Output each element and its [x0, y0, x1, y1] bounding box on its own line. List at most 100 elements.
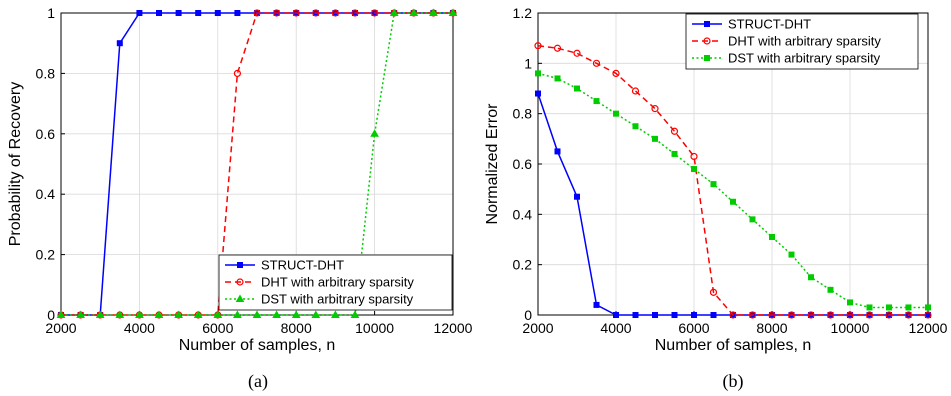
- panel-caption: (a): [248, 371, 268, 392]
- legend-marker: [237, 262, 243, 268]
- legend: STRUCT-DHT DHT with arbitrary sparsity DST…: [218, 254, 453, 311]
- data-point: [729, 311, 737, 319]
- data-point: [904, 311, 913, 319]
- x-tick-label: 10000: [355, 320, 394, 336]
- data-point: [554, 148, 561, 155]
- data-point: [925, 304, 931, 311]
- series-2: [535, 70, 931, 311]
- y-tick-label: 0.6: [513, 156, 533, 172]
- series-line: [537, 44, 928, 316]
- y-tick-label: 0: [524, 307, 532, 323]
- data-point: [252, 310, 262, 318]
- data-point: [233, 310, 242, 318]
- legend-label: DHT with arbitrary sparsity: [728, 34, 881, 49]
- data-point: [195, 10, 202, 16]
- y-tick-label: 1.2: [513, 5, 533, 21]
- data-point: [709, 288, 718, 296]
- data-point: [253, 9, 261, 17]
- data-point: [592, 59, 601, 67]
- data-point: [652, 135, 658, 142]
- data-point: [651, 105, 659, 113]
- data-point: [154, 310, 164, 318]
- data-point: [116, 40, 123, 47]
- legend-label: STRUCT-DHT: [728, 17, 811, 32]
- legend-label: DST with arbitrary sparsity: [261, 292, 414, 307]
- data-point: [554, 75, 561, 82]
- legend: STRUCT-DHT DHT with arbitrary sparsity DST…: [685, 13, 919, 70]
- data-point: [613, 110, 619, 117]
- data-point: [213, 310, 223, 318]
- data-point: [691, 312, 697, 318]
- data-point: [76, 310, 85, 318]
- data-point: [535, 90, 541, 97]
- data-point: [671, 150, 678, 157]
- data-point: [535, 70, 541, 77]
- data-point: [807, 311, 815, 319]
- y-tick-label: 0.6: [36, 126, 56, 142]
- data-point: [573, 49, 581, 57]
- data-point: [787, 311, 796, 319]
- y-tick-label: 1: [47, 5, 55, 21]
- legend-label: STRUCT-DHT: [261, 258, 344, 273]
- data-point: [272, 310, 281, 318]
- data-point: [389, 8, 399, 16]
- data-point: [193, 310, 203, 318]
- x-tick-label: 2000: [522, 320, 553, 336]
- series-2: [56, 8, 458, 318]
- data-point: [350, 310, 360, 318]
- legend-marker: [703, 37, 711, 45]
- y-tick-label: 0.2: [513, 257, 533, 273]
- data-point: [291, 310, 301, 318]
- data-point: [95, 310, 105, 318]
- data-point: [331, 9, 339, 17]
- data-point: [730, 198, 736, 205]
- y-axis-label: Normalized Error: [484, 103, 501, 225]
- legend-marker: [704, 55, 710, 61]
- data-point: [631, 87, 640, 95]
- x-tick-label: 2000: [45, 320, 76, 336]
- data-point: [748, 311, 757, 319]
- x-axis-label: Number of samples, n: [179, 337, 336, 354]
- data-point: [593, 98, 600, 105]
- data-point: [866, 304, 873, 311]
- data-point: [865, 311, 874, 319]
- data-point: [331, 310, 340, 318]
- y-tick-label: 0.2: [36, 247, 56, 263]
- data-point: [429, 8, 438, 16]
- y-tick-label: 0.8: [36, 65, 56, 81]
- legend-label: DST with arbitrary sparsity: [728, 51, 881, 66]
- data-point: [115, 310, 125, 318]
- series-line: [61, 12, 453, 316]
- data-point: [312, 9, 320, 17]
- data-point: [827, 286, 834, 293]
- data-point: [691, 166, 697, 173]
- y-tick-label: 0.4: [36, 186, 56, 202]
- data-point: [690, 152, 698, 161]
- data-point: [56, 310, 66, 318]
- x-tick-label: 12000: [434, 320, 473, 336]
- panel-a: 2000 4000 6000 8000 10000 12000 0 0.2 0.4 0.6 0.8 1…: [7, 5, 473, 392]
- x-axis-label: Number of samples, n: [655, 337, 812, 354]
- data-point: [710, 181, 717, 188]
- data-point: [808, 274, 814, 281]
- x-tick-label: 12000: [909, 320, 948, 336]
- data-point: [553, 44, 562, 52]
- x-tick-label: 8000: [281, 320, 312, 336]
- x-tick-label: 6000: [678, 320, 709, 336]
- data-point: [370, 129, 379, 137]
- y-tick-label: 0: [47, 307, 55, 323]
- data-point: [671, 312, 678, 318]
- series-1: [534, 42, 932, 319]
- data-point: [710, 312, 717, 318]
- data-point: [593, 301, 600, 308]
- data-point: [574, 85, 580, 92]
- data-point: [351, 9, 359, 17]
- data-point: [273, 9, 281, 17]
- data-point: [924, 311, 932, 319]
- legend-box: [685, 13, 919, 70]
- data-point: [885, 311, 893, 319]
- legend-marker: [236, 278, 244, 286]
- data-point: [670, 127, 679, 135]
- data-point: [174, 310, 183, 318]
- data-point: [652, 312, 658, 318]
